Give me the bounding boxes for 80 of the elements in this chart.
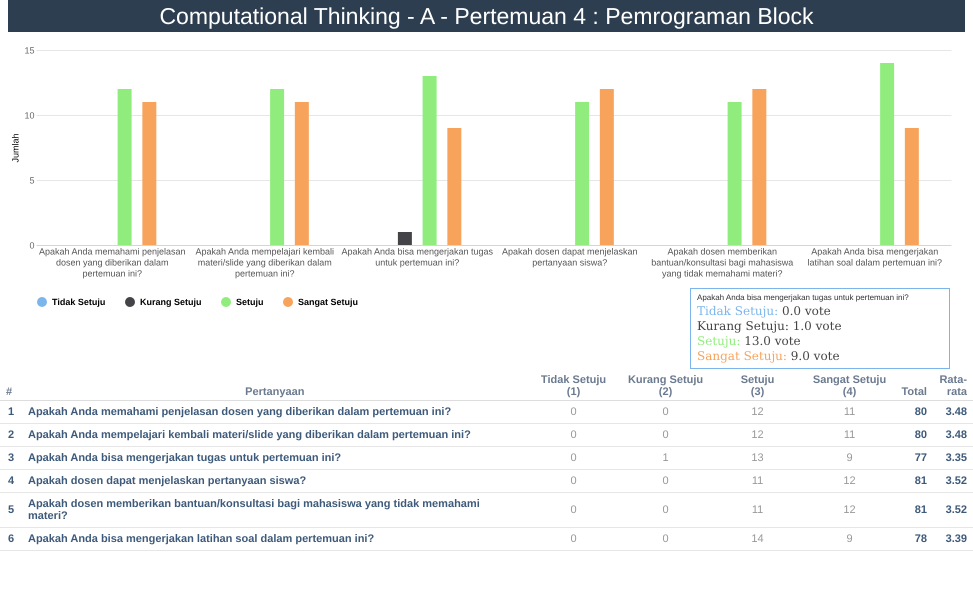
text: 14 (712, 528, 804, 550)
y-tick-label: 5 (29, 176, 34, 186)
text: Kurang Setuju (628, 374, 704, 386)
text: 3.48 (933, 424, 973, 446)
text: 1 (620, 446, 712, 470)
text: 13 (712, 446, 804, 470)
text: 4 (0, 470, 22, 492)
text: Tidak Setuju: 0.0 vote (697, 304, 831, 318)
text: 3.52 (933, 470, 973, 492)
text: 0 (620, 492, 712, 528)
y-tick-label: 10 (24, 110, 34, 120)
text: 3 (0, 446, 22, 470)
x-tick-label: Apakah dosen memberikan bantuan/konsultasi bagi mahasiswa yang tidak memahami materi? (651, 246, 794, 278)
category-label: Apakah dosen dapat menjelaskan pertanyaan siswa? (28, 475, 306, 487)
text: 11 (712, 470, 804, 492)
x-tick-label: Apakah Anda mempelajari kembali materi/slide yang diberikan dalam pertemuan ini? (195, 246, 334, 278)
text: Total (896, 372, 933, 400)
text: 77 (896, 446, 933, 470)
text: 0 (620, 470, 712, 492)
text: 9 (804, 446, 896, 470)
text: 6 (0, 528, 22, 550)
text: 3.52 (933, 492, 973, 528)
x-tick-label: Apakah dosen dapat menjelaskan pertanyaan siswa? (502, 246, 638, 268)
text: 0 (528, 400, 620, 424)
text: 0 (528, 492, 620, 528)
chart-title: Computational Thinking - A - Pertemuan 4 : Pemrograman Block (8, 0, 965, 32)
text: Tidak Setuju (540, 374, 606, 386)
text: 3.35 (933, 446, 973, 470)
text: 0 (620, 424, 712, 446)
y-tick-label: 0 (29, 240, 34, 250)
text: 12 (804, 470, 896, 492)
text: 0 (528, 446, 620, 470)
x-tick-label: Apakah Anda memahami penjelasan dosen yang diberikan dalam pertemuan ini? (38, 246, 186, 278)
text: 0 (528, 528, 620, 550)
x-tick-label: Apakah Anda bisa mengerjakan latihan soal dalam pertemuan ini? (807, 246, 942, 268)
text: 80 (896, 424, 933, 446)
text: Kurang Setuju: 1.0 vote (697, 319, 842, 333)
category-label: Apakah dosen memberikan bantuan/konsultasi bagi mahasiswa yang tidak memahami materi? (28, 498, 480, 522)
text: 11 (712, 492, 804, 528)
text: 12 (712, 400, 804, 424)
text: Pertanyaan (22, 372, 528, 400)
text: Sangat Setuju (812, 374, 886, 386)
category-label: Apakah Anda memahami penjelasan dosen yang diberikan dalam pertemuan ini? (28, 406, 452, 418)
text: 2 (0, 424, 22, 446)
text: (2) (658, 386, 672, 398)
text: 78 (896, 528, 933, 550)
text: 3.48 (933, 400, 973, 424)
text: Rata-rata (933, 372, 973, 400)
text: (4) (842, 386, 856, 398)
text: 81 (896, 492, 933, 528)
text: Setuju: 13.0 vote (697, 334, 801, 348)
y-tick-label: 15 (24, 46, 34, 56)
text: 0 (620, 528, 712, 550)
category-label: Apakah Anda bisa mengerjakan tugas untuk pertemuan ini? (28, 452, 342, 464)
text: 11 (804, 400, 896, 424)
text: 12 (804, 492, 896, 528)
text: (1) (566, 386, 580, 398)
text: 0 (528, 470, 620, 492)
text: 11 (804, 424, 896, 446)
text: 81 (896, 470, 933, 492)
text: 80 (896, 400, 933, 424)
text: Apakah Anda bisa mengerjakan tugas untuk pertemuan ini? (697, 293, 910, 302)
text: 0 (528, 424, 620, 446)
text: Setuju (740, 374, 774, 386)
y-axis-title: Jumlah (10, 133, 20, 163)
text: # (0, 372, 22, 400)
text: 1 (0, 400, 22, 424)
text: 3.39 (933, 528, 973, 550)
x-tick-label: Apakah Anda bisa mengerjakan tugas untuk pertemuan ini? (341, 246, 494, 268)
text: 9 (804, 528, 896, 550)
text: (3) (750, 386, 764, 398)
legend-label: Kurang Setuju (140, 297, 202, 307)
text: Sangat Setuju: 9.0 vote (697, 349, 840, 363)
text: 12 (712, 424, 804, 446)
legend-label: Setuju (236, 297, 264, 307)
text: 0 (620, 400, 712, 424)
category-label: Apakah Anda bisa mengerjakan latihan soal dalam pertemuan ini? (28, 533, 374, 545)
category-label: Apakah Anda mempelajari kembali materi/slide yang diberikan dalam pertemuan ini? (28, 429, 471, 441)
legend-label: Sangat Setuju (298, 297, 358, 307)
legend-label: Tidak Setuju (52, 297, 106, 307)
